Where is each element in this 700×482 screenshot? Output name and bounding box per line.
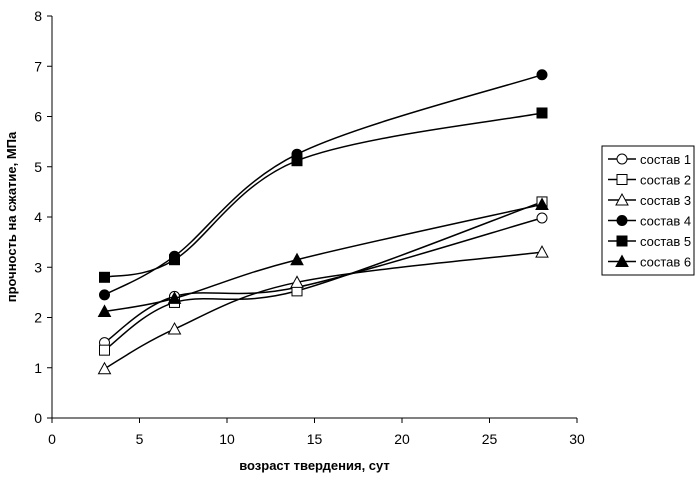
x-tick-label: 0: [48, 431, 56, 447]
x-tick-label: 20: [394, 431, 410, 447]
data-point: [290, 252, 304, 266]
data-point: [97, 304, 112, 317]
data-point: [169, 254, 180, 266]
data-point: [536, 212, 548, 224]
y-tick-label: 7: [34, 58, 42, 74]
legend-label: состав 6: [640, 255, 691, 270]
legend-item: состав 2: [608, 173, 691, 188]
series-line: [104, 74, 543, 296]
series-line: [104, 217, 543, 344]
data-point: [99, 344, 110, 356]
legend-label: состав 5: [640, 234, 691, 249]
series-2: [99, 196, 548, 356]
series-5: [99, 107, 548, 283]
y-tick-label: 8: [34, 8, 42, 24]
legend-marker: [616, 215, 628, 226]
y-tick-label: 2: [34, 310, 42, 326]
y-axis-ticks: 0 1 2 3 4 5 6 7 8: [34, 8, 52, 426]
y-tick-label: 1: [34, 360, 42, 376]
legend-item: состав 5: [608, 234, 691, 249]
series-line: [104, 203, 543, 313]
legend-box: [601, 145, 695, 276]
series-line: [104, 201, 543, 351]
legend-item: состав 1: [608, 152, 691, 167]
series-line: [104, 251, 543, 370]
legend-item: состав 6: [608, 254, 691, 270]
legend-marker: [615, 192, 629, 206]
x-tick-label: 25: [482, 431, 498, 447]
legend-marker: [616, 153, 628, 165]
x-tick-label: 5: [136, 431, 144, 447]
data-point: [535, 197, 549, 210]
x-tick-label: 30: [569, 431, 585, 447]
legend-label: состав 3: [640, 193, 691, 208]
series-3: [97, 245, 549, 375]
x-axis-title: возраст твердения, сут: [239, 458, 390, 473]
data-point: [536, 107, 548, 119]
series-4: [99, 69, 548, 301]
data-point: [99, 289, 110, 301]
series-line: [104, 112, 543, 279]
y-tick-label: 3: [34, 259, 42, 275]
y-tick-label: 5: [34, 159, 42, 175]
legend-label: состав 1: [640, 152, 691, 167]
legend-marker: [616, 235, 628, 247]
data-point: [535, 245, 549, 258]
legend-items: состав 1 состав 2 состав 3 состав 4 состав 5…: [608, 152, 691, 270]
x-axis-ticks: 0 5 10 15 20 25 30: [48, 418, 585, 447]
y-tick-label: 0: [34, 410, 42, 426]
legend-item: состав 4: [608, 214, 691, 229]
legend-label: состав 2: [640, 173, 691, 188]
y-tick-label: 6: [34, 109, 42, 125]
data-point: [99, 271, 110, 283]
series-1: [99, 212, 548, 349]
data-point: [167, 291, 182, 304]
data-point: [290, 275, 304, 288]
legend: состав 1 состав 2 состав 3 состав 4 состав 5…: [601, 145, 695, 276]
data-point: [536, 69, 548, 81]
x-tick-label: 10: [219, 431, 235, 447]
plot-area: 0 1 2 3 4 5 6 7 8 0 5 10 15 20 25 30: [34, 8, 585, 447]
series-6: [97, 197, 549, 317]
data-point: [291, 155, 303, 167]
legend-marker: [616, 174, 628, 185]
y-axis-title: прочность на сжатие, МПа: [4, 131, 19, 302]
legend-label: состав 4: [640, 214, 691, 229]
series-group: [97, 69, 549, 375]
data-point: [167, 322, 182, 335]
legend-item: состав 3: [608, 192, 691, 208]
y-tick-label: 4: [34, 209, 42, 225]
legend-marker: [615, 254, 629, 267]
data-point: [97, 361, 112, 375]
x-tick-label: 15: [307, 431, 323, 447]
